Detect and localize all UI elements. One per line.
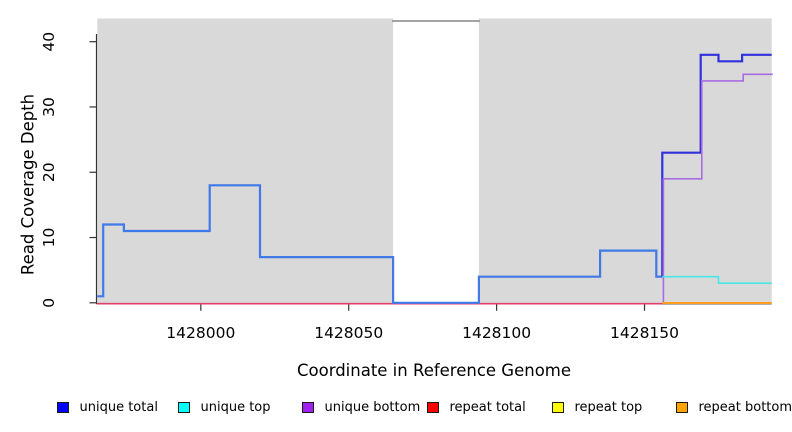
series-line-unique-top: [662, 275, 772, 284]
legend-label: unique top: [200, 400, 271, 415]
x-tick-label: 1428050: [314, 324, 383, 342]
series-line-unique-total: [97, 184, 663, 304]
legend-item-repeat-bottom: repeat bottom: [676, 401, 792, 414]
chart-canvas: 0 10 20 30 40 1428000 1428050 1428100 1428150: [40, 18, 773, 342]
legend-swatch-unique-top: [178, 401, 190, 414]
legend-label: unique bottom: [324, 400, 421, 415]
legend-item-unique-bottom: unique bottom: [302, 401, 420, 414]
y-tick-label: 10: [40, 228, 58, 248]
y-tick-label: 0: [40, 298, 58, 308]
legend-swatch-repeat-bottom: [676, 401, 688, 414]
x-tick-label: 1428100: [462, 324, 531, 342]
x-tick-label: 1428150: [610, 324, 679, 342]
legend-item-repeat-total: repeat total: [427, 401, 526, 414]
series-line-unique-total-right: [661, 53, 772, 277]
series-lines: [97, 53, 773, 305]
legend-label: repeat top: [574, 400, 643, 415]
legend-label: unique total: [79, 400, 158, 415]
legend-label: repeat total: [449, 400, 526, 415]
series-line-unique-bottom: [662, 73, 773, 303]
legend-item-repeat-top: repeat top: [552, 401, 642, 414]
shaded-region: [97, 18, 394, 305]
y-tick-label: 40: [40, 32, 58, 52]
legend-item-unique-total: unique total: [57, 401, 158, 414]
x-axis-title: Coordinate in Reference Genome: [296, 361, 572, 380]
legend-swatch-unique-bottom: [302, 401, 314, 414]
legend-label: repeat bottom: [698, 400, 792, 415]
shaded-regions: [97, 18, 772, 305]
legend-item-unique-top: unique top: [178, 401, 271, 414]
legend-swatch-repeat-total: [427, 401, 439, 414]
y-tick-label: 20: [40, 162, 58, 182]
shaded-region: [478, 18, 772, 305]
y-axis-title: Read Coverage Depth: [18, 93, 38, 276]
legend-swatch-repeat-top: [552, 401, 564, 414]
y-tick-label: 30: [40, 97, 58, 117]
x-tick-label: 1428000: [166, 324, 235, 342]
legend-swatch-unique-total: [57, 401, 69, 414]
